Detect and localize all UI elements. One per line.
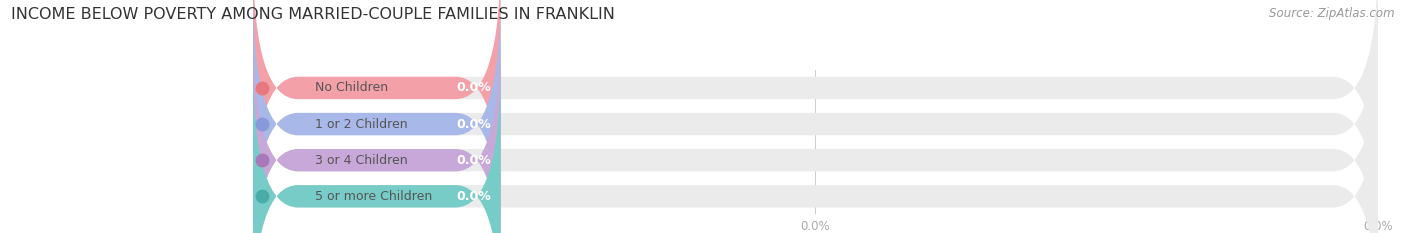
Text: 0.0%: 0.0%: [457, 190, 492, 203]
Text: 5 or more Children: 5 or more Children: [315, 190, 432, 203]
Text: 0.0%: 0.0%: [457, 118, 492, 130]
FancyBboxPatch shape: [253, 0, 501, 233]
FancyBboxPatch shape: [253, 0, 501, 221]
Text: 0.0%: 0.0%: [457, 154, 492, 167]
Text: 1 or 2 Children: 1 or 2 Children: [315, 118, 408, 130]
Text: 3 or 4 Children: 3 or 4 Children: [315, 154, 408, 167]
FancyBboxPatch shape: [253, 63, 501, 233]
FancyBboxPatch shape: [253, 27, 1378, 233]
Text: Source: ZipAtlas.com: Source: ZipAtlas.com: [1270, 7, 1395, 20]
Text: INCOME BELOW POVERTY AMONG MARRIED-COUPLE FAMILIES IN FRANKLIN: INCOME BELOW POVERTY AMONG MARRIED-COUPL…: [11, 7, 614, 22]
Text: 0.0%: 0.0%: [457, 82, 492, 94]
FancyBboxPatch shape: [253, 0, 1378, 233]
FancyBboxPatch shape: [253, 0, 1378, 221]
FancyBboxPatch shape: [253, 63, 1378, 233]
FancyBboxPatch shape: [253, 27, 501, 233]
Text: No Children: No Children: [315, 82, 388, 94]
